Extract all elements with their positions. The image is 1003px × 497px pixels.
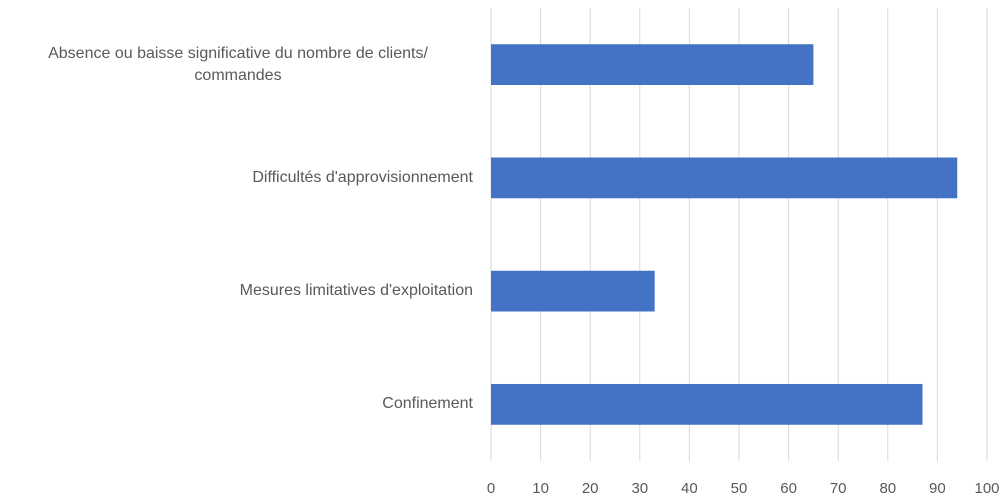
category-label-box: Difficultés d'approvisionnement — [252, 167, 473, 189]
category-label-box: Absence ou baisse significative du nombr… — [3, 43, 473, 87]
bar — [491, 270, 655, 312]
y-tick-label: Difficultés d'approvisionnement — [252, 168, 473, 186]
bar — [491, 157, 958, 199]
x-tick-label: 90 — [929, 480, 946, 497]
category-label-box: Confinement — [382, 393, 473, 415]
x-tick-label: 70 — [830, 480, 847, 497]
bar — [491, 383, 923, 425]
x-tick-label: 60 — [780, 480, 797, 497]
x-tick-label: 40 — [681, 480, 698, 497]
x-tick-label: 0 — [487, 480, 495, 497]
x-tick-label: 10 — [532, 480, 549, 497]
x-tick-label: 80 — [879, 480, 896, 497]
x-tick-label: 20 — [582, 480, 599, 497]
x-tick-label: 50 — [731, 480, 748, 497]
bar — [491, 44, 814, 86]
x-tick-label: 30 — [631, 480, 648, 497]
category-label-box: Mesures limitatives d'exploitation — [240, 280, 473, 302]
x-tick-label: 100 — [974, 480, 999, 497]
y-tick-label: Absence ou baisse significative du nombr… — [48, 44, 428, 84]
y-tick-label: Confinement — [382, 395, 473, 413]
y-tick-label: Mesures limitatives d'exploitation — [239, 282, 473, 300]
